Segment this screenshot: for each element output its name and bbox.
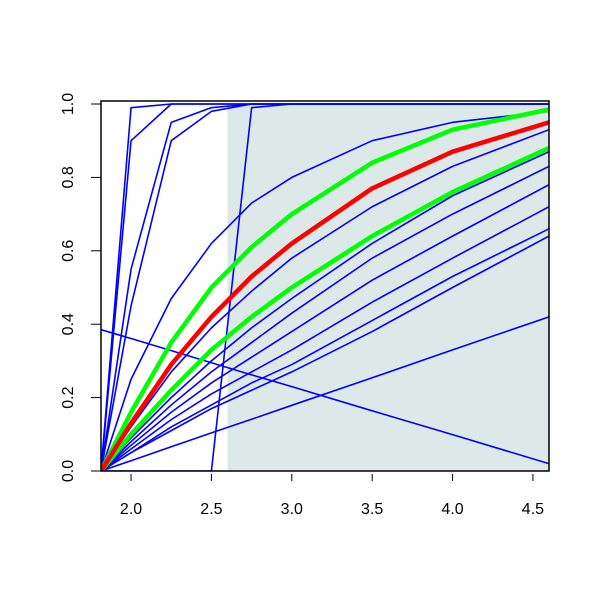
x-tick-label: 3.0 bbox=[281, 501, 303, 518]
y-tick-label: 0.0 bbox=[60, 460, 77, 482]
x-tick-label: 2.5 bbox=[200, 501, 222, 518]
series-line bbox=[101, 165, 549, 471]
x-tick-label: 3.5 bbox=[361, 501, 383, 518]
plot-box bbox=[100, 100, 550, 472]
series-line bbox=[101, 145, 549, 471]
plot-area bbox=[101, 103, 549, 471]
series-line bbox=[101, 150, 549, 471]
series-line bbox=[101, 316, 549, 471]
x-tick-label: 4.0 bbox=[441, 501, 463, 518]
series-line bbox=[101, 103, 549, 471]
series-line bbox=[101, 235, 549, 471]
x-tick-label: 2.0 bbox=[120, 501, 142, 518]
y-tick-label: 0.8 bbox=[60, 166, 77, 188]
y-tick-label: 0.4 bbox=[60, 313, 77, 335]
series-line bbox=[101, 228, 549, 471]
series-line bbox=[101, 184, 549, 471]
series-line bbox=[101, 328, 549, 465]
series-line bbox=[101, 206, 549, 471]
series-line bbox=[101, 107, 549, 471]
series-line bbox=[101, 110, 549, 471]
y-tick-label: 0.2 bbox=[60, 386, 77, 408]
y-tick-label: 0.6 bbox=[60, 240, 77, 262]
x-tick-label: 4.5 bbox=[522, 501, 544, 518]
y-tick-label: 1.0 bbox=[60, 93, 77, 115]
series-line bbox=[101, 128, 549, 471]
series-line bbox=[101, 120, 549, 471]
